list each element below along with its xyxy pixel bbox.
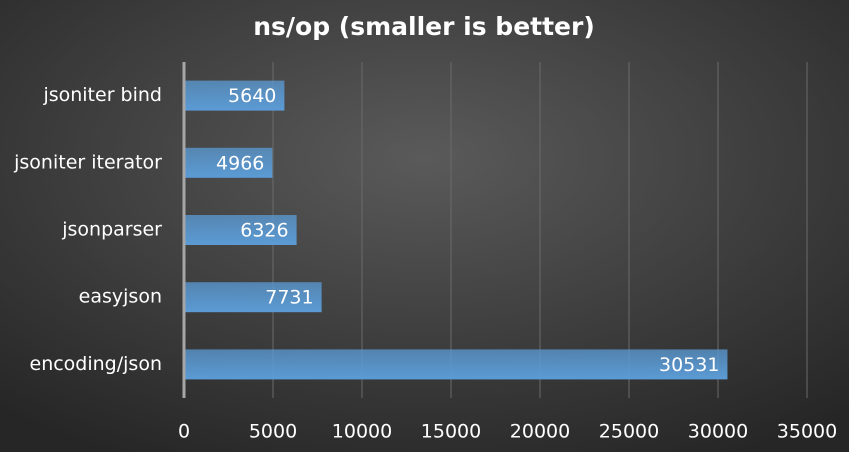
chart-title: ns/op (smaller is better) (253, 12, 595, 41)
data-label: 4966 (216, 152, 264, 174)
bar (184, 80, 285, 111)
x-tick-label: 10000 (332, 421, 392, 443)
x-tick-label: 15000 (421, 421, 481, 443)
data-label: 5640 (228, 85, 276, 107)
data-label: 7731 (265, 287, 313, 309)
x-tick-label: 25000 (599, 421, 659, 443)
x-tick-label: 0 (178, 421, 190, 443)
y-tick-label: jsoniter bind (42, 84, 162, 106)
bar (184, 215, 297, 245)
y-tick-label: easyjson (79, 286, 162, 308)
bar (184, 147, 273, 178)
y-tick-label: encoding/json (30, 353, 163, 375)
x-tick-label: 30000 (688, 421, 748, 443)
x-tick-label: 35000 (777, 421, 837, 443)
data-label: 6326 (240, 220, 288, 242)
bar (184, 282, 322, 313)
x-tick-label: 20000 (510, 421, 570, 443)
bar (184, 349, 728, 380)
y-tick-label: jsoniter iterator (13, 151, 162, 173)
x-tick-label: 5000 (249, 421, 297, 443)
data-label: 30531 (659, 354, 719, 376)
y-tick-label: jsonparser (61, 219, 162, 241)
